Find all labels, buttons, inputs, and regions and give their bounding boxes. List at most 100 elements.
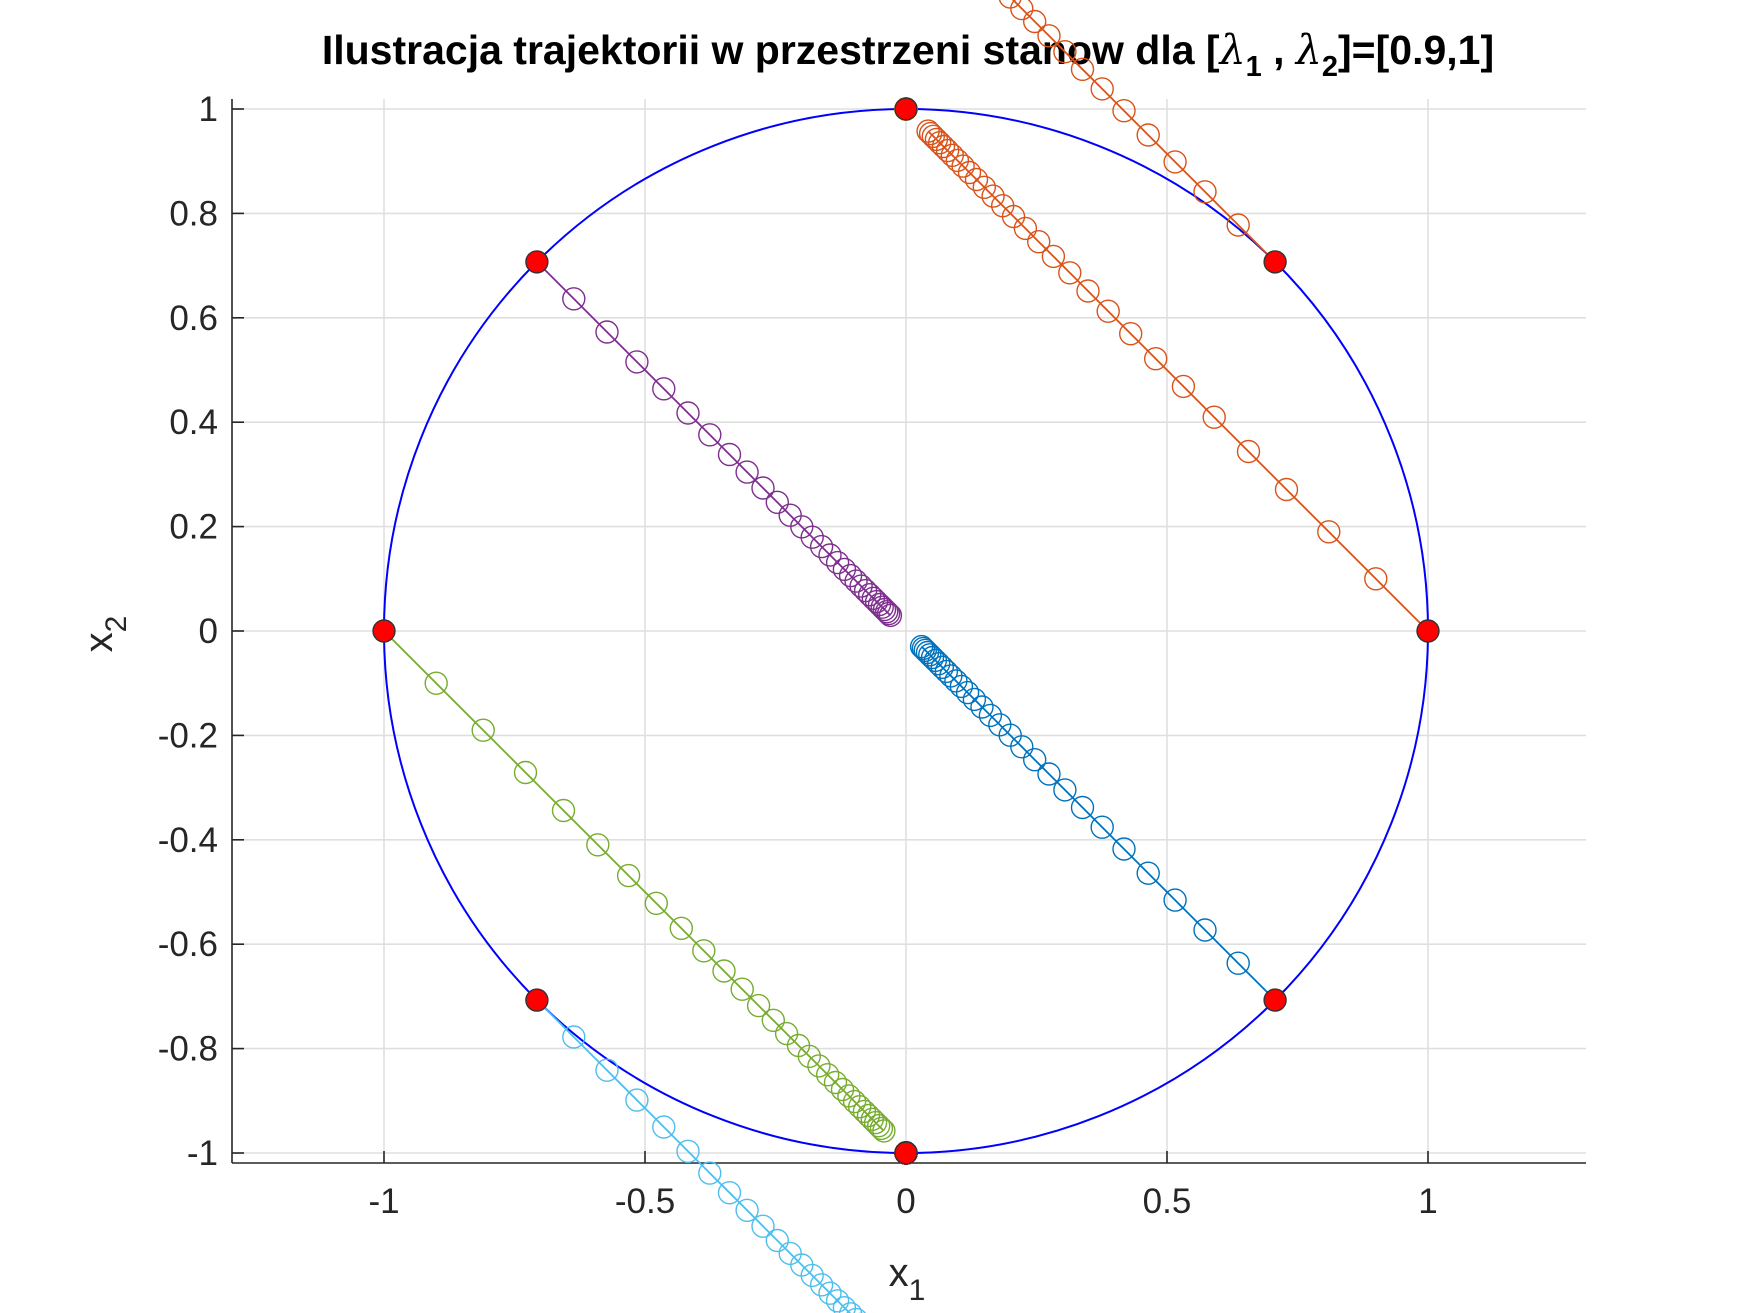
trajectory-point bbox=[1163, 888, 1187, 912]
trajectory-point bbox=[669, 916, 693, 940]
trajectory-point bbox=[818, 1281, 842, 1305]
x-axis-label: x1 bbox=[889, 1251, 926, 1307]
x-axis-label-sub: 1 bbox=[909, 1274, 926, 1307]
trajectory-point bbox=[1364, 567, 1388, 591]
y-tick-label: -1 bbox=[187, 1134, 218, 1173]
trajectory-point bbox=[832, 1296, 857, 1313]
trajectory-point bbox=[797, 1044, 821, 1069]
trajectory-point bbox=[832, 557, 857, 582]
trajectory-point bbox=[562, 1025, 586, 1049]
trajectory-point bbox=[816, 1062, 840, 1087]
trajectory-point bbox=[911, 636, 936, 661]
trajectory-point bbox=[924, 127, 949, 152]
trajectory-point bbox=[1037, 762, 1061, 786]
trajectory-point bbox=[1022, 748, 1047, 772]
trajectory-point bbox=[717, 1180, 742, 1205]
trajectory-point bbox=[849, 574, 873, 598]
trajectory-point bbox=[698, 423, 722, 447]
trajectory-point bbox=[746, 993, 771, 1018]
trajectory-point bbox=[1070, 795, 1095, 820]
title-sub-1: 1 bbox=[1246, 51, 1262, 83]
trajectory-point bbox=[823, 1070, 848, 1095]
start-point bbox=[1263, 250, 1287, 274]
trajectory-point bbox=[800, 525, 824, 549]
trajectory-point bbox=[586, 833, 610, 857]
trajectory-point bbox=[970, 695, 994, 719]
trajectory-point bbox=[944, 669, 968, 693]
trajectory-point bbox=[1053, 778, 1077, 802]
trajectory-point bbox=[876, 601, 901, 626]
y-tick-label: 1 bbox=[199, 90, 218, 129]
trajectory-point bbox=[998, 0, 1022, 9]
start-point bbox=[525, 250, 549, 274]
x-tick-label: -0.5 bbox=[615, 1182, 675, 1221]
trajectory-point bbox=[1096, 299, 1120, 323]
trajectory-point bbox=[945, 148, 970, 173]
trajectory-point bbox=[692, 939, 716, 963]
trajectory-point bbox=[735, 460, 759, 484]
title-lambda-2: λ bbox=[1294, 26, 1322, 74]
trajectory-point bbox=[1076, 279, 1100, 303]
trajectory-point bbox=[1090, 77, 1114, 101]
trajectory-point bbox=[807, 1054, 831, 1078]
x-tick-label: 0.5 bbox=[1143, 1182, 1192, 1221]
trajectory-point bbox=[1037, 24, 1061, 48]
title-suffix: ]=[0.9,1] bbox=[1338, 27, 1494, 73]
trajectory-point bbox=[1118, 322, 1143, 346]
trajectory-point bbox=[856, 1103, 881, 1128]
trajectory-point bbox=[809, 1273, 834, 1297]
trajectory-point bbox=[1171, 374, 1196, 399]
trajectory-point bbox=[1226, 213, 1250, 237]
trajectory-point bbox=[1013, 216, 1038, 241]
trajectory-point bbox=[930, 655, 954, 679]
trajectory-point bbox=[616, 863, 641, 888]
trajectory-point bbox=[964, 167, 989, 192]
x-tick-label: 1 bbox=[1418, 1182, 1437, 1221]
trajectory-point bbox=[867, 1113, 891, 1138]
trajectory-point bbox=[830, 1077, 855, 1102]
trajectory-series bbox=[998, 0, 1276, 263]
trajectory-point bbox=[869, 1116, 894, 1141]
trajectory-point bbox=[1136, 861, 1160, 885]
trajectory-point bbox=[625, 1088, 649, 1112]
start-point bbox=[1416, 619, 1440, 643]
trajectory-point bbox=[1058, 261, 1082, 285]
trajectory-point bbox=[988, 713, 1012, 737]
trajectory-point bbox=[1112, 837, 1136, 861]
trajectory-point bbox=[940, 143, 964, 168]
y-tick-label: 0.6 bbox=[169, 299, 218, 338]
trajectory-point bbox=[424, 671, 448, 695]
trajectory-point bbox=[774, 1021, 799, 1046]
trajectory-point bbox=[513, 760, 538, 785]
trajectory-point bbox=[825, 1289, 850, 1313]
trajectory-point bbox=[761, 1008, 785, 1032]
trajectory-point bbox=[981, 184, 1005, 208]
trajectory-point bbox=[923, 648, 948, 673]
y-tick-label: 0.4 bbox=[169, 403, 218, 442]
trajectory-point bbox=[1026, 229, 1051, 254]
y-tick-label: 0.2 bbox=[169, 508, 218, 547]
trajectory-point bbox=[921, 124, 945, 149]
trajectory-line bbox=[927, 130, 1429, 632]
trajectory-point bbox=[1053, 40, 1077, 64]
start-point bbox=[894, 97, 918, 121]
y-tick-label: 0 bbox=[199, 612, 218, 651]
trajectory-point bbox=[1136, 123, 1160, 147]
trajectory-point bbox=[818, 543, 842, 567]
trajectory-point bbox=[652, 1115, 676, 1139]
trajectory-point bbox=[931, 134, 956, 159]
trajectory-point bbox=[875, 600, 899, 624]
tick-labels: -1 -0.5 0 0.5 1 -1 -0.8 -0.6 -0.4 -0.2 0 0.2 0.4 0.6 0… bbox=[158, 90, 1438, 1221]
trajectory-point bbox=[916, 119, 940, 143]
trajectory-point bbox=[1274, 477, 1299, 502]
trajectory-point bbox=[1112, 98, 1136, 123]
trajectory-point bbox=[846, 1307, 866, 1313]
trajectory-point bbox=[838, 1302, 863, 1313]
y-tick-label: -0.6 bbox=[158, 925, 218, 964]
trajectory-point bbox=[909, 634, 934, 659]
trajectory-point bbox=[1143, 347, 1168, 371]
trajectory-point bbox=[955, 680, 980, 705]
trajectory-point bbox=[870, 595, 894, 619]
trajectory-point bbox=[735, 1198, 759, 1223]
